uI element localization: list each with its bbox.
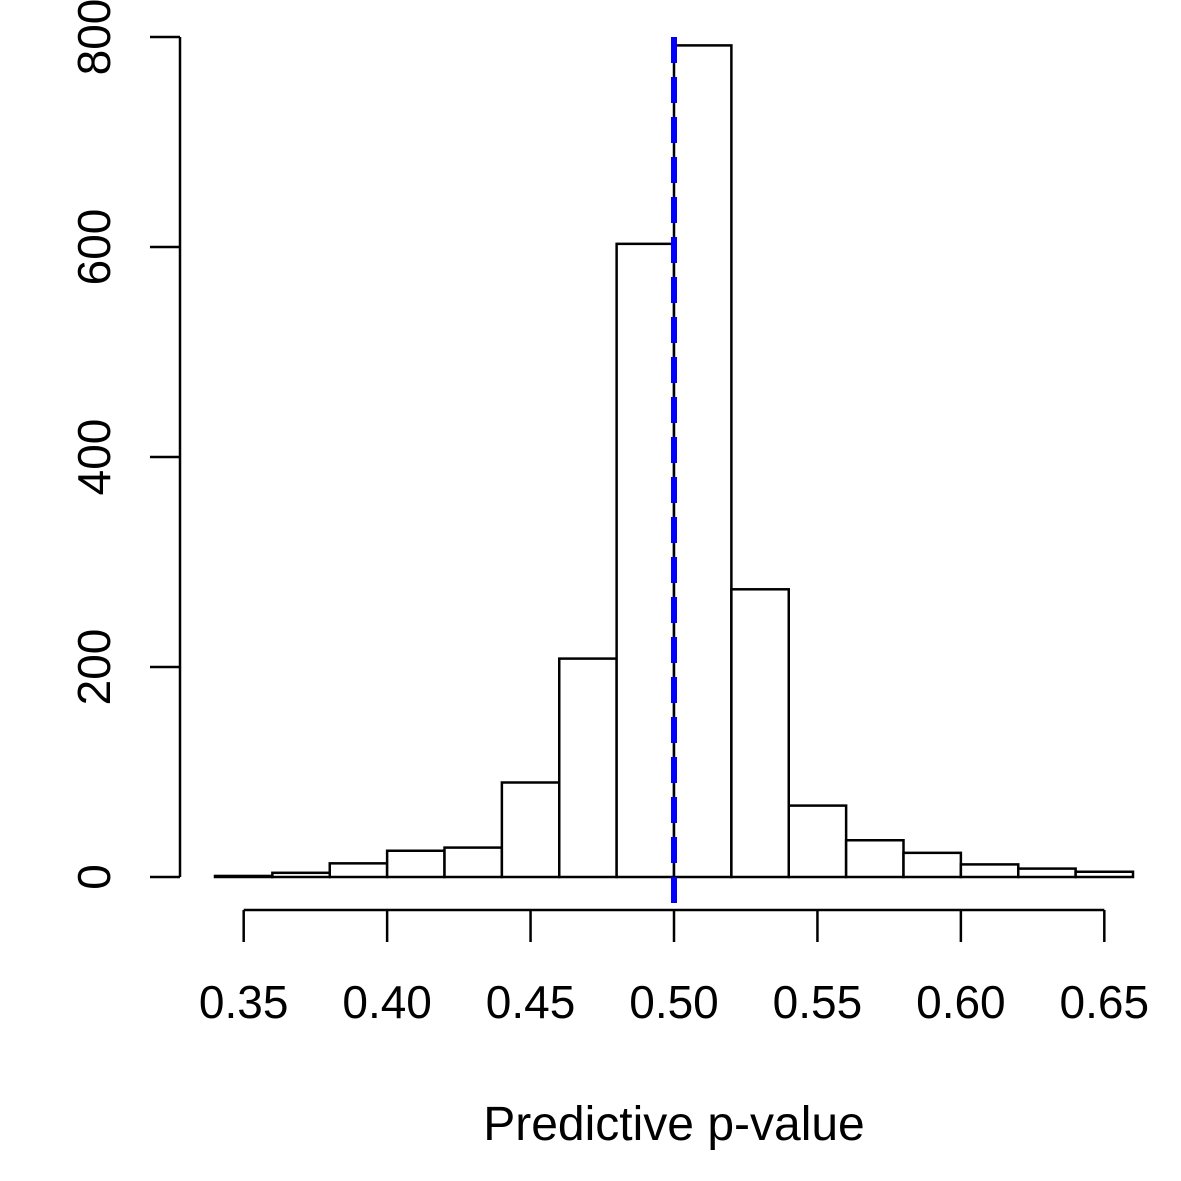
histogram-bar xyxy=(904,853,961,877)
histogram-bar xyxy=(272,873,329,877)
y-tick-label: 400 xyxy=(68,419,120,496)
x-tick-label: 0.35 xyxy=(199,976,289,1028)
y-tick-label: 800 xyxy=(68,0,120,75)
x-tick-label: 0.40 xyxy=(342,976,432,1028)
histogram-bar xyxy=(1018,869,1075,877)
x-tick-label: 0.65 xyxy=(1060,976,1150,1028)
histogram-bar xyxy=(674,45,731,877)
x-axis-title: Predictive p-value xyxy=(483,1098,865,1151)
x-tick-label: 0.55 xyxy=(773,976,863,1028)
histogram-bar xyxy=(789,806,846,877)
histogram-bar xyxy=(559,659,616,877)
histogram-bar xyxy=(731,589,788,877)
histogram-bar xyxy=(502,783,559,878)
histogram-bar xyxy=(846,840,903,877)
histogram-bar xyxy=(330,863,387,877)
histogram-bar xyxy=(961,864,1018,877)
histogram-bar xyxy=(387,851,444,877)
x-axis: 0.35 0.40 0.45 0.50 0.55 0.60 0.65 xyxy=(199,910,1149,1028)
y-axis: 0 200 400 600 800 xyxy=(68,0,180,890)
histogram-bar xyxy=(445,848,502,877)
histogram-bar xyxy=(617,244,674,877)
histogram-bar xyxy=(1076,872,1133,877)
x-tick-label: 0.45 xyxy=(486,976,576,1028)
y-tick-label: 600 xyxy=(68,209,120,286)
y-tick-label: 200 xyxy=(68,629,120,706)
histogram-bar xyxy=(215,876,272,877)
x-tick-label: 0.50 xyxy=(629,976,719,1028)
y-tick-label: 0 xyxy=(68,864,120,890)
x-tick-label: 0.60 xyxy=(916,976,1006,1028)
